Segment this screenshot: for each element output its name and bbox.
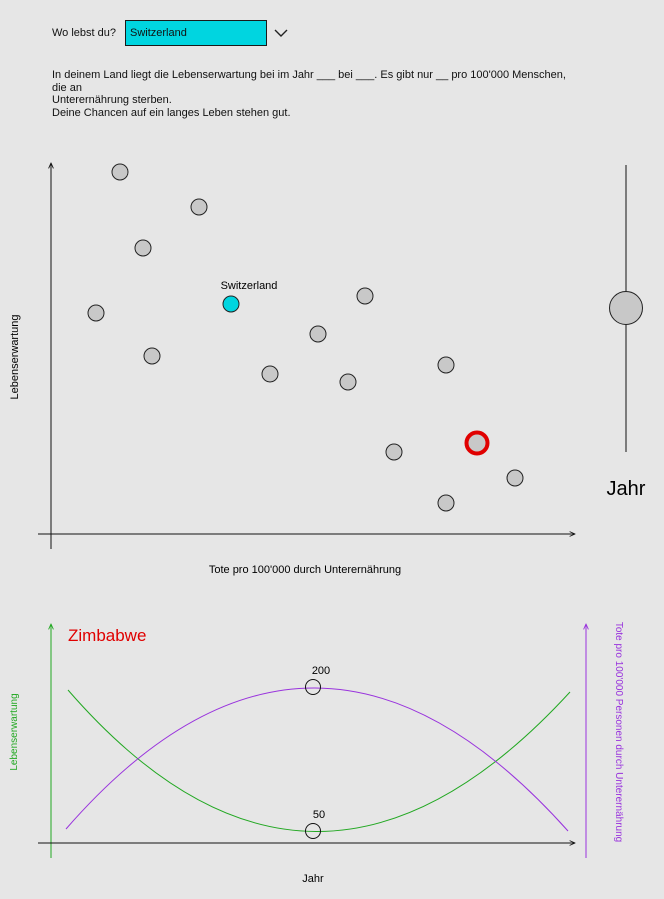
scatter-point[interactable] <box>506 469 524 487</box>
line-chart-ylabel-left: Lebenserwartung <box>9 693 20 770</box>
scatter-point[interactable] <box>87 304 105 322</box>
scatter-point[interactable] <box>437 494 455 512</box>
year-slider-label: Jahr <box>607 478 646 500</box>
scatter-point[interactable] <box>339 373 357 391</box>
highlighted-point-label: Switzerland <box>221 280 278 292</box>
purple-peak-marker[interactable] <box>305 679 321 695</box>
scatter-xlabel: Tote pro 100'000 durch Unterernährung <box>209 564 401 576</box>
scatter-ylabel: Lebenserwartung <box>9 314 21 399</box>
scatter-point[interactable] <box>111 163 129 181</box>
green-peak-label: 50 <box>313 809 325 821</box>
selected-point[interactable] <box>464 430 490 456</box>
scatter-point[interactable] <box>261 365 279 383</box>
scatter-point[interactable] <box>356 287 374 305</box>
scatter-point[interactable] <box>134 239 152 257</box>
line-chart-xlabel: Jahr <box>302 873 324 885</box>
purple-series-line <box>65 687 569 832</box>
info-text: In deinem Land liegt die Lebenserwartung… <box>52 69 572 119</box>
scatter-point[interactable] <box>190 198 208 216</box>
info-line-3: Deine Chancen auf ein langes Leben stehe… <box>52 106 291 119</box>
info-line-2: Unterernährung sterben. <box>52 94 172 106</box>
scatter-point[interactable] <box>143 347 161 365</box>
country-question-label: Wo lebst du? <box>52 27 117 39</box>
green-peak-marker[interactable] <box>305 823 321 839</box>
info-line-1: In deinem Land liegt die Lebenserwartung… <box>52 69 566 94</box>
chevron-down-icon[interactable] <box>273 25 289 41</box>
scatter-points <box>87 163 524 512</box>
scatter-point[interactable] <box>385 443 403 461</box>
line-chart-title: Zimbabwe <box>68 626 146 645</box>
scatter-point[interactable] <box>437 356 455 374</box>
highlighted-point[interactable] <box>222 295 240 313</box>
purple-peak-label: 200 <box>312 665 330 677</box>
country-select[interactable]: Switzerland <box>125 20 267 46</box>
scatter-point[interactable] <box>309 325 327 343</box>
line-chart-ylabel-right: Tote pro 100'000 Personen durch Unterern… <box>613 622 624 842</box>
green-series-line <box>67 689 571 832</box>
year-slider-handle[interactable] <box>609 291 643 325</box>
